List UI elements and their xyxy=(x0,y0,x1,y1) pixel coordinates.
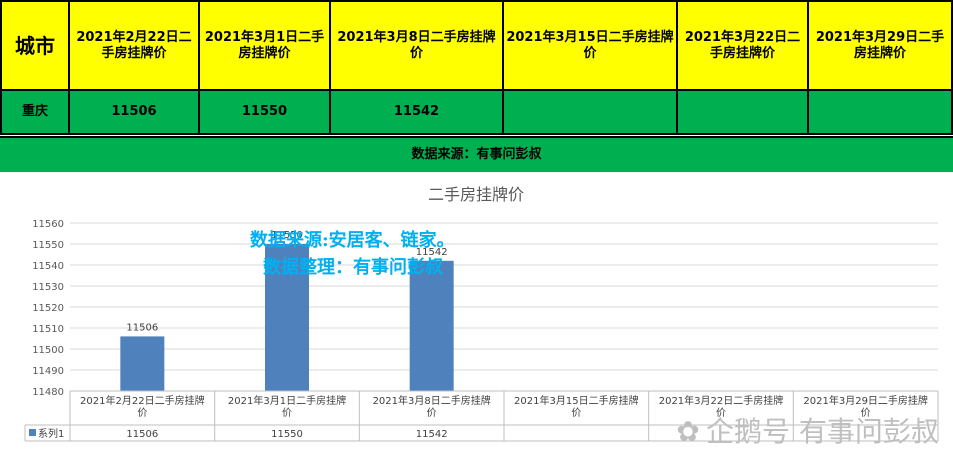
x-category-label: 2021年3月1日二手房挂牌 xyxy=(228,394,346,407)
data-row: 重庆 11506 11550 11542 xyxy=(0,89,953,135)
col-header-4[interactable]: 2021年3月15日二手房挂牌价 xyxy=(502,0,678,91)
col-header-3[interactable]: 2021年3月8日二手房挂牌价 xyxy=(329,0,504,91)
city-cell[interactable]: 重庆 xyxy=(0,89,70,135)
value-cell-2[interactable]: 11550 xyxy=(198,89,331,135)
bar-value-label: 11550 xyxy=(271,230,303,241)
x-category-label-tail: 价 xyxy=(571,407,581,419)
penguin-icon: ✿ xyxy=(676,415,700,448)
x-category-label-tail: 价 xyxy=(716,407,726,419)
col-header-5[interactable]: 2021年3月22日二手房挂牌价 xyxy=(676,0,809,91)
x-category-label-tail: 价 xyxy=(137,407,147,419)
y-tick-label: 11530 xyxy=(32,282,64,293)
table-value: 11506 xyxy=(126,429,158,440)
value-cell-4[interactable] xyxy=(502,89,678,135)
x-category-label: 2021年3月8日二手房挂牌 xyxy=(373,394,491,407)
brand-text: 企鹅号 有事问彭叔 xyxy=(706,415,939,448)
x-category-label: 2021年2月22日二手房挂牌 xyxy=(80,394,205,407)
y-tick-label: 11520 xyxy=(32,303,64,314)
x-category-label: 2021年3月15日二手房挂牌 xyxy=(514,394,639,407)
bar-chart[interactable]: 二手房挂牌价 11480 11490 11500 11510 11520 11530 1154… xyxy=(0,172,953,461)
col-header-2[interactable]: 2021年3月1日二手房挂牌价 xyxy=(198,0,331,91)
y-tick-label: 11510 xyxy=(32,324,64,335)
x-category-label: 2021年3月29日二手房挂牌 xyxy=(803,394,928,407)
y-tick-label: 11550 xyxy=(32,240,64,251)
table-value: 11550 xyxy=(271,429,303,440)
header-row: 城市 2021年2月22日二手房挂牌价 2021年3月1日二手房挂牌价 2021… xyxy=(0,0,953,91)
source-line[interactable]: 数据来源：有事问彭叔 xyxy=(0,136,953,172)
col-header-1[interactable]: 2021年2月22日二手房挂牌价 xyxy=(68,0,200,91)
x-category-label: 2021年3月22日二手房挂牌 xyxy=(659,394,784,407)
bar xyxy=(409,260,454,391)
value-cell-6[interactable] xyxy=(807,89,953,135)
watermark-organizer: 数据整理：有事问彭叔 xyxy=(263,257,443,278)
chart-area[interactable]: 二手房挂牌价 11480 11490 11500 11510 11520 11530 1154… xyxy=(0,172,953,461)
watermark-source: 数据来源:安居客、链家。 xyxy=(250,230,455,251)
y-tick-label: 11560 xyxy=(32,219,64,230)
x-category-label-tail: 价 xyxy=(861,407,871,419)
x-category-label-tail: 价 xyxy=(282,407,292,419)
price-table: 城市 2021年2月22日二手房挂牌价 2021年3月1日二手房挂牌价 2021… xyxy=(0,0,953,135)
value-cell-1[interactable]: 11506 xyxy=(68,89,200,135)
y-tick-label: 11480 xyxy=(32,387,64,398)
city-header-cell[interactable]: 城市 xyxy=(0,0,70,91)
legend-key xyxy=(29,429,36,436)
bar xyxy=(265,244,309,391)
chart-title: 二手房挂牌价 xyxy=(428,185,524,204)
bar xyxy=(120,336,165,391)
col-header-6[interactable]: 2021年3月29日二手房挂牌价 xyxy=(807,0,953,91)
y-tick-label: 11500 xyxy=(32,345,64,356)
bar-value-label: 11542 xyxy=(416,247,448,258)
x-category-label-tail: 价 xyxy=(427,407,437,419)
y-tick-label: 11490 xyxy=(32,366,64,377)
legend-series-name: 系列1 xyxy=(38,427,64,440)
bar-value-label: 11506 xyxy=(126,322,158,333)
value-cell-3[interactable]: 11542 xyxy=(329,89,504,135)
y-tick-label: 11540 xyxy=(32,261,64,272)
brand-watermark: ✿ 企鹅号 有事问彭叔 xyxy=(670,410,939,450)
value-cell-5[interactable] xyxy=(676,89,809,135)
table-value: 11542 xyxy=(416,429,448,440)
